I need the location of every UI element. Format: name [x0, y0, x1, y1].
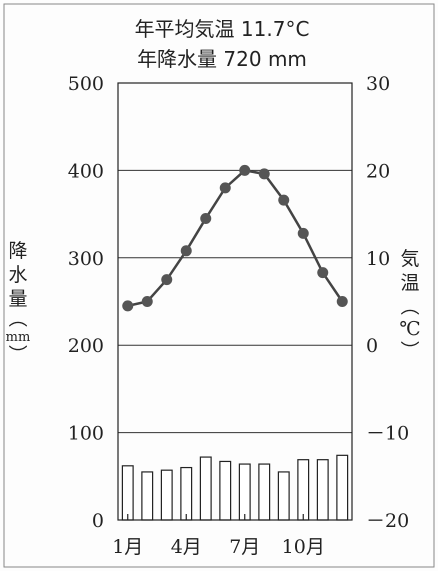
precipitation-bar [336, 454, 349, 521]
temperature-point [219, 182, 231, 194]
temperature-point [258, 168, 270, 180]
left-tick-label: 300 [68, 248, 104, 270]
left-axis-ticks: 0 100 200 300 400 500 [68, 73, 104, 532]
right-axis-label-char: ） [398, 340, 420, 359]
right-tick-label: 10 [366, 248, 390, 270]
right-axis-ticks: －20 －10 0 10 20 30 [366, 73, 409, 532]
left-axis-label: 降水量（ mm） [6, 240, 31, 364]
left-axis-label-char: ） [6, 344, 28, 363]
right-tick-label: －10 [366, 423, 409, 445]
temperature-point [200, 212, 212, 224]
grid-layer [118, 169, 352, 434]
precipitation-bar [199, 456, 212, 521]
temperature-point [336, 296, 348, 307]
precipitation-bar [297, 459, 310, 521]
temperature-point [297, 227, 309, 239]
x-tick-label: 1月 [112, 536, 143, 558]
right-tick-label: 20 [366, 160, 390, 182]
precipitation-bar [238, 463, 251, 521]
precipitation-bar [160, 469, 173, 521]
right-tick-label: －20 [366, 510, 409, 532]
precipitation-bar [141, 471, 154, 521]
left-tick-label: 100 [68, 423, 104, 445]
left-axis-label-char: 降 [8, 240, 27, 262]
temperature-point [239, 164, 251, 176]
right-tick-label: 30 [366, 73, 390, 95]
left-tick-label: 200 [68, 335, 104, 357]
chart-title-line-1: 年平均気温 11.7°C [135, 17, 310, 41]
precipitation-bar [219, 460, 232, 521]
x-tick-label: 10月 [282, 536, 325, 558]
plot-frame [117, 82, 353, 521]
right-tick-label: 0 [366, 335, 378, 357]
temperature-point [161, 274, 173, 286]
right-axis-label-char: ℃ [399, 318, 420, 340]
x-tick-label: 4月 [171, 536, 202, 558]
precipitation-bar [180, 466, 193, 521]
left-axis-label-char: 水 [8, 264, 27, 286]
x-axis-ticks: 1月 4月 7月 10月 [112, 514, 325, 558]
left-tick-label: 400 [68, 160, 104, 182]
temperature-line [122, 164, 348, 312]
precipitation-bar [121, 465, 134, 521]
right-axis-label: 気温 （ ℃） [398, 248, 421, 360]
temperature-point [180, 245, 192, 257]
temperature-point [141, 296, 153, 307]
chart-title-line-2: 年降水量 720 mm [137, 47, 307, 71]
precipitation-bar [316, 459, 329, 521]
precipitation-bars [121, 454, 349, 521]
x-tick-label: 7月 [229, 536, 260, 558]
right-axis-label-char: （ [398, 296, 420, 315]
temperature-point [278, 194, 290, 206]
outer-border [3, 3, 435, 568]
left-axis-label-char: 量 [8, 288, 27, 310]
left-axis-label-char: （ [6, 308, 28, 327]
left-tick-label: 500 [68, 73, 104, 95]
temperature-point [317, 267, 329, 279]
right-axis-label-char: 気 [400, 248, 419, 270]
left-tick-label: 0 [92, 510, 104, 532]
temperature-point [122, 300, 134, 312]
precipitation-bar [258, 463, 271, 521]
left-axis-label-char: mm [6, 330, 31, 345]
right-axis-label-char: 温 [400, 272, 419, 294]
temperature-polyline [127, 169, 344, 308]
precipitation-bar [277, 471, 290, 521]
